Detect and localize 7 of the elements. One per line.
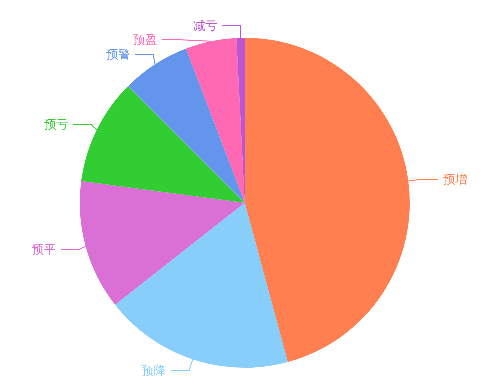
slice-label: 预盈 <box>133 33 158 48</box>
slice-label: 预警 <box>106 47 130 62</box>
slice-label: 预降 <box>142 364 166 378</box>
slice-label: 预增 <box>443 172 468 187</box>
slice-label: 减亏 <box>194 19 218 34</box>
slice-label: 预平 <box>32 242 56 257</box>
slice-label: 预亏 <box>44 118 68 132</box>
